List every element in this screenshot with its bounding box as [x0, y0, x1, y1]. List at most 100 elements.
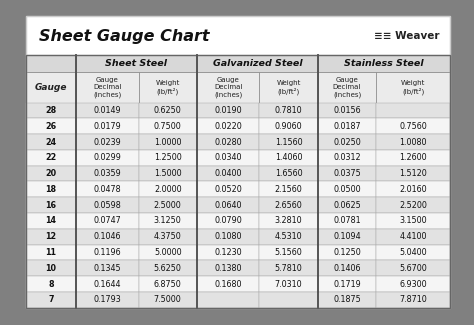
- Bar: [197, 72, 259, 103]
- Bar: [76, 292, 138, 308]
- Text: 5.6250: 5.6250: [154, 264, 182, 273]
- Text: 1.2600: 1.2600: [400, 153, 427, 162]
- Text: 11: 11: [46, 248, 56, 257]
- Text: 0.0299: 0.0299: [93, 153, 121, 162]
- Bar: [318, 229, 376, 245]
- Bar: [26, 260, 76, 276]
- Text: 0.0625: 0.0625: [333, 201, 361, 210]
- Bar: [76, 134, 138, 150]
- Text: 0.1406: 0.1406: [333, 264, 361, 273]
- Bar: [197, 118, 259, 134]
- Bar: [376, 134, 450, 150]
- Text: Galvanized Steel: Galvanized Steel: [212, 59, 302, 68]
- Text: 0.1345: 0.1345: [93, 264, 121, 273]
- Bar: [259, 103, 318, 118]
- Bar: [318, 134, 376, 150]
- Text: 0.0156: 0.0156: [333, 106, 361, 115]
- Bar: [318, 213, 376, 229]
- Text: 3.1500: 3.1500: [400, 216, 427, 226]
- Bar: [26, 103, 76, 118]
- Bar: [259, 245, 318, 260]
- Bar: [76, 166, 138, 181]
- Bar: [138, 260, 197, 276]
- Bar: [197, 213, 259, 229]
- Text: 0.1875: 0.1875: [333, 295, 361, 304]
- Bar: [26, 181, 76, 197]
- Bar: [376, 181, 450, 197]
- Text: 4.5310: 4.5310: [275, 232, 302, 241]
- Text: 5.7810: 5.7810: [275, 264, 302, 273]
- Bar: [26, 245, 76, 260]
- Text: Weight
(lb/ft²): Weight (lb/ft²): [155, 80, 180, 95]
- Text: 3.1250: 3.1250: [154, 216, 182, 226]
- Text: 0.0478: 0.0478: [93, 185, 121, 194]
- Text: Stainless Steel: Stainless Steel: [344, 59, 424, 68]
- Bar: [138, 103, 197, 118]
- Text: 26: 26: [46, 122, 56, 131]
- Text: 7.0310: 7.0310: [275, 280, 302, 289]
- Bar: [259, 166, 318, 181]
- Text: 5.0000: 5.0000: [154, 248, 182, 257]
- Text: 18: 18: [46, 185, 56, 194]
- Text: 1.4060: 1.4060: [275, 153, 302, 162]
- Bar: [259, 72, 318, 103]
- Bar: [76, 150, 138, 166]
- Text: 0.0280: 0.0280: [214, 137, 242, 147]
- Bar: [318, 197, 376, 213]
- Text: 0.0312: 0.0312: [333, 153, 361, 162]
- Text: 0.0400: 0.0400: [214, 169, 242, 178]
- Bar: [318, 72, 376, 103]
- Text: 24: 24: [46, 137, 56, 147]
- Bar: [197, 55, 318, 72]
- Text: 1.5120: 1.5120: [400, 169, 427, 178]
- Text: 1.6560: 1.6560: [275, 169, 302, 178]
- Bar: [138, 213, 197, 229]
- Text: 20: 20: [46, 169, 56, 178]
- Bar: [138, 197, 197, 213]
- Bar: [197, 134, 259, 150]
- Bar: [318, 55, 450, 72]
- Bar: [197, 276, 259, 292]
- Text: 0.0190: 0.0190: [214, 106, 242, 115]
- Bar: [138, 276, 197, 292]
- Bar: [197, 103, 259, 118]
- Text: 0.7560: 0.7560: [400, 122, 427, 131]
- Bar: [76, 181, 138, 197]
- Text: 4.3750: 4.3750: [154, 232, 182, 241]
- Bar: [26, 276, 76, 292]
- Bar: [376, 260, 450, 276]
- Text: 0.0640: 0.0640: [214, 201, 242, 210]
- Bar: [376, 166, 450, 181]
- Text: 0.0359: 0.0359: [93, 169, 121, 178]
- Text: 2.6560: 2.6560: [275, 201, 302, 210]
- Bar: [318, 276, 376, 292]
- Text: 0.0179: 0.0179: [93, 122, 121, 131]
- Text: Weight
(lb/ft²): Weight (lb/ft²): [276, 80, 301, 95]
- Bar: [318, 292, 376, 308]
- Text: 0.1719: 0.1719: [333, 280, 361, 289]
- Bar: [26, 166, 76, 181]
- Bar: [76, 103, 138, 118]
- Bar: [138, 118, 197, 134]
- Text: Gauge: Gauge: [35, 83, 67, 92]
- Bar: [376, 103, 450, 118]
- Text: 0.0500: 0.0500: [333, 185, 361, 194]
- Bar: [26, 150, 76, 166]
- Bar: [138, 150, 197, 166]
- Text: 0.0747: 0.0747: [93, 216, 121, 226]
- Text: 2.5200: 2.5200: [400, 201, 427, 210]
- Text: 0.1230: 0.1230: [214, 248, 242, 257]
- Bar: [259, 134, 318, 150]
- Text: Sheet Gauge Chart: Sheet Gauge Chart: [39, 29, 210, 44]
- Bar: [197, 260, 259, 276]
- Text: 6.8750: 6.8750: [154, 280, 182, 289]
- Text: 0.0520: 0.0520: [214, 185, 242, 194]
- Bar: [76, 118, 138, 134]
- Text: 0.0598: 0.0598: [93, 201, 121, 210]
- Text: 0.1196: 0.1196: [93, 248, 121, 257]
- Text: 0.1094: 0.1094: [333, 232, 361, 241]
- Text: 5.0400: 5.0400: [400, 248, 427, 257]
- Text: 2.0000: 2.0000: [154, 185, 182, 194]
- Text: 2.0160: 2.0160: [400, 185, 427, 194]
- Bar: [318, 166, 376, 181]
